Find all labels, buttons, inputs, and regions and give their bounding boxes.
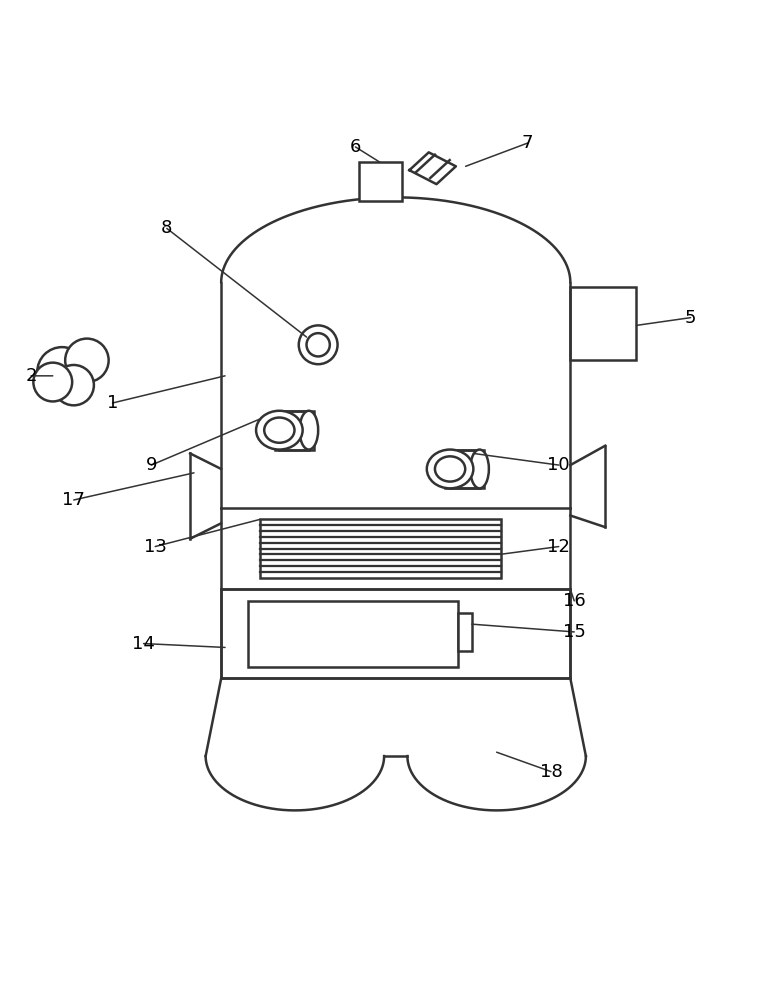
Ellipse shape [256,411,303,450]
Bar [248,601,458,667]
Bar [275,411,314,450]
Text: 13: 13 [144,538,167,556]
Bar [359,162,402,201]
Text: 2: 2 [26,367,36,385]
Ellipse shape [300,411,318,450]
Text: 8: 8 [161,219,172,237]
Text: 7: 7 [522,134,533,152]
Circle shape [307,333,330,356]
Circle shape [65,339,109,382]
Text: 1: 1 [107,394,118,412]
Ellipse shape [427,450,473,488]
Ellipse shape [470,450,489,488]
Ellipse shape [264,418,295,443]
Text: 5: 5 [685,309,696,327]
Text: 9: 9 [146,456,157,474]
Circle shape [37,347,87,397]
Bar [260,519,501,578]
Bar [570,287,636,360]
Text: 14: 14 [132,635,155,653]
Circle shape [299,325,338,364]
Text: 10: 10 [547,456,570,474]
Ellipse shape [435,456,465,482]
Circle shape [54,365,94,405]
Bar [458,613,472,651]
Circle shape [33,363,72,401]
Text: 12: 12 [547,538,570,556]
Text: 17: 17 [62,491,85,509]
Text: 18: 18 [539,763,563,781]
Text: 16: 16 [563,592,586,610]
Bar [445,450,484,488]
Text: 15: 15 [563,623,586,641]
Bar [221,589,570,678]
Text: 6: 6 [350,138,361,156]
